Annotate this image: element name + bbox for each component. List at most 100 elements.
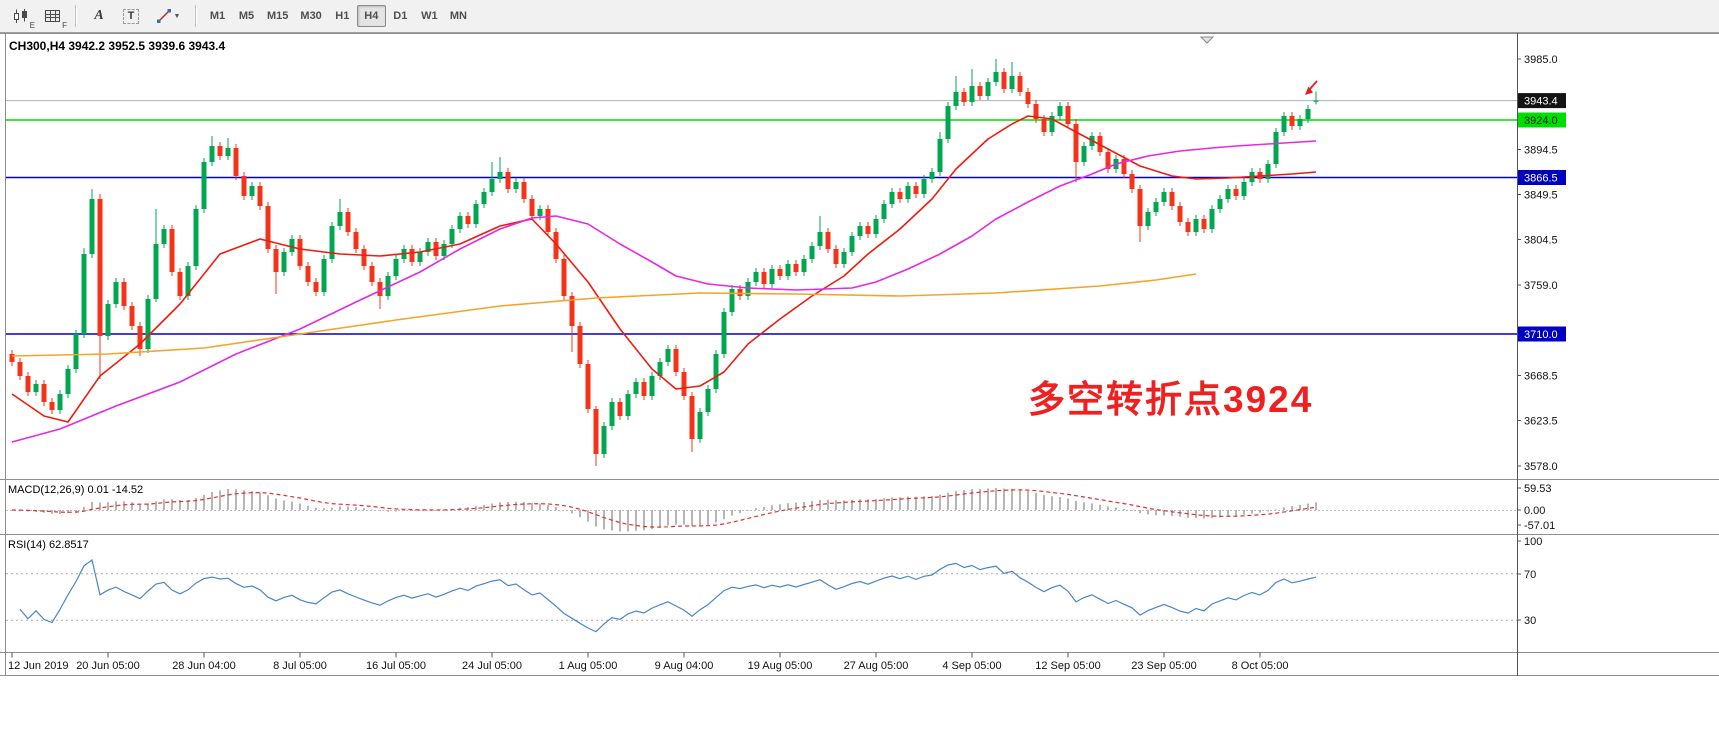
candle-bull xyxy=(705,389,711,412)
candle-bull xyxy=(73,334,79,369)
time-axis-label: 24 Jul 05:00 xyxy=(462,660,522,672)
time-axis-label: 20 Jun 05:00 xyxy=(76,660,140,672)
candle-bear xyxy=(681,372,687,396)
candle-bull xyxy=(633,382,639,394)
candle-bull xyxy=(785,264,791,276)
candle-bull xyxy=(489,179,495,192)
insert-text-icon: A xyxy=(94,8,104,23)
rsi-axis-label: 30 xyxy=(1524,615,1536,627)
timeframe-button-h4[interactable]: H4 xyxy=(356,5,386,27)
chart-area[interactable]: 3985.0 3894.5 3849.5 3804.5 3759.0 3668.5 3623… xyxy=(0,33,1719,741)
candle-bull xyxy=(225,148,231,156)
icon-badge-e: E xyxy=(29,21,35,30)
candle-bear xyxy=(17,362,23,376)
candle-bull xyxy=(937,139,943,172)
ma-mid-magenta xyxy=(11,140,1317,443)
candle-bull xyxy=(841,252,847,264)
candle-bear xyxy=(25,376,31,392)
candle-bull xyxy=(1153,202,1159,212)
candle-bear xyxy=(1001,72,1007,89)
candle-bear xyxy=(1041,119,1047,132)
candle-bear xyxy=(273,249,279,272)
candle-bear xyxy=(9,354,15,362)
candle-bear xyxy=(737,289,743,296)
candle-bear xyxy=(1137,189,1143,226)
timeframe-button-m30[interactable]: M30 xyxy=(294,5,327,27)
timeframe-button-h1[interactable]: H1 xyxy=(328,5,357,27)
price-axis-label: 3894.5 xyxy=(1524,145,1558,157)
timeframe-button-mn[interactable]: MN xyxy=(444,5,473,27)
candle-bear xyxy=(529,199,535,216)
candle-bull xyxy=(873,219,879,234)
object-tools-group: A T ▼ xyxy=(83,0,189,32)
candle-bull xyxy=(953,92,959,106)
draw-tools-icon xyxy=(156,9,171,23)
blue-line-badge-upper-text: 3866.5 xyxy=(1524,173,1558,185)
chevron-down-icon: ▼ xyxy=(173,12,181,20)
rsi-indicator-label: RSI(14) 62.8517 xyxy=(8,539,89,551)
candle-bear xyxy=(409,249,415,262)
candle-bear xyxy=(777,269,783,276)
candle-bull xyxy=(145,299,151,349)
blue-line-badge-upper xyxy=(1518,170,1566,185)
candle-bear xyxy=(353,232,359,249)
macd-axis-label: -57.01 xyxy=(1524,520,1555,532)
candle-bull xyxy=(161,229,167,244)
candle-bear xyxy=(1065,106,1071,124)
draw-tools-button[interactable]: ▼ xyxy=(148,3,188,29)
macd-indicator-label: MACD(12,26,9) 0.01 -14.52 xyxy=(8,484,144,496)
insert-textbox-button[interactable]: T xyxy=(116,3,146,29)
tile-grid-button[interactable]: F xyxy=(38,3,68,30)
candle-bull xyxy=(497,172,503,179)
candle-bull xyxy=(289,239,295,252)
candle-bull xyxy=(857,226,863,236)
time-axis-label: 4 Sep 05:00 xyxy=(942,660,1001,672)
candle-bear xyxy=(137,326,143,349)
candle-bull xyxy=(321,259,327,292)
candle-bull xyxy=(921,179,927,194)
candle-bear xyxy=(897,192,903,199)
candle-bull xyxy=(329,226,335,259)
candle-bull xyxy=(1281,116,1287,132)
candle-bear xyxy=(369,266,375,282)
candle-bull xyxy=(993,72,999,82)
insert-text-button[interactable]: A xyxy=(84,3,114,29)
candle-bull xyxy=(281,252,287,272)
candle-bear xyxy=(41,384,47,402)
candle-bull xyxy=(1081,146,1087,162)
candle-bull xyxy=(1009,76,1015,89)
toolbar-separator xyxy=(195,5,197,27)
candle-bear xyxy=(553,232,559,259)
candle-bull xyxy=(193,209,199,266)
timeframe-button-m5[interactable]: M5 xyxy=(232,5,261,27)
last-price-badge xyxy=(1518,93,1566,109)
candle-bull xyxy=(985,82,991,96)
candle-bull xyxy=(697,412,703,439)
candle-bear xyxy=(1185,222,1191,232)
candle-bear xyxy=(585,364,591,409)
candle-bull xyxy=(185,266,191,296)
red-arrow-head xyxy=(1305,86,1313,95)
candle-bull xyxy=(457,216,463,229)
time-axis-label: 23 Sep 05:00 xyxy=(1131,660,1196,672)
timeframe-button-d1[interactable]: D1 xyxy=(386,5,415,27)
candle-bull xyxy=(417,252,423,262)
candle-bear xyxy=(569,296,575,326)
candle-bull xyxy=(441,244,447,256)
time-axis-label: 28 Jun 04:00 xyxy=(172,660,236,672)
price-chart-svg[interactable]: 3985.0 3894.5 3849.5 3804.5 3759.0 3668.5 3623… xyxy=(0,33,1719,741)
candle-bear xyxy=(361,249,367,266)
candlestick-chart-button[interactable]: E xyxy=(6,3,36,30)
red-arrow-marker[interactable] xyxy=(1308,80,1318,91)
timeframe-button-m15[interactable]: M15 xyxy=(261,5,294,27)
rsi-line xyxy=(19,558,1317,633)
candle-bull xyxy=(905,186,911,199)
timeframe-button-m1[interactable]: M1 xyxy=(203,5,232,27)
candle-bull xyxy=(1161,192,1167,202)
timeframe-button-w1[interactable]: W1 xyxy=(415,5,444,27)
rsi-axis-label: 100 xyxy=(1524,536,1542,548)
candle-bear xyxy=(241,176,247,196)
candle-bear xyxy=(297,239,303,266)
chart-shift-marker[interactable] xyxy=(1199,36,1215,44)
candle-bull xyxy=(1217,199,1223,209)
